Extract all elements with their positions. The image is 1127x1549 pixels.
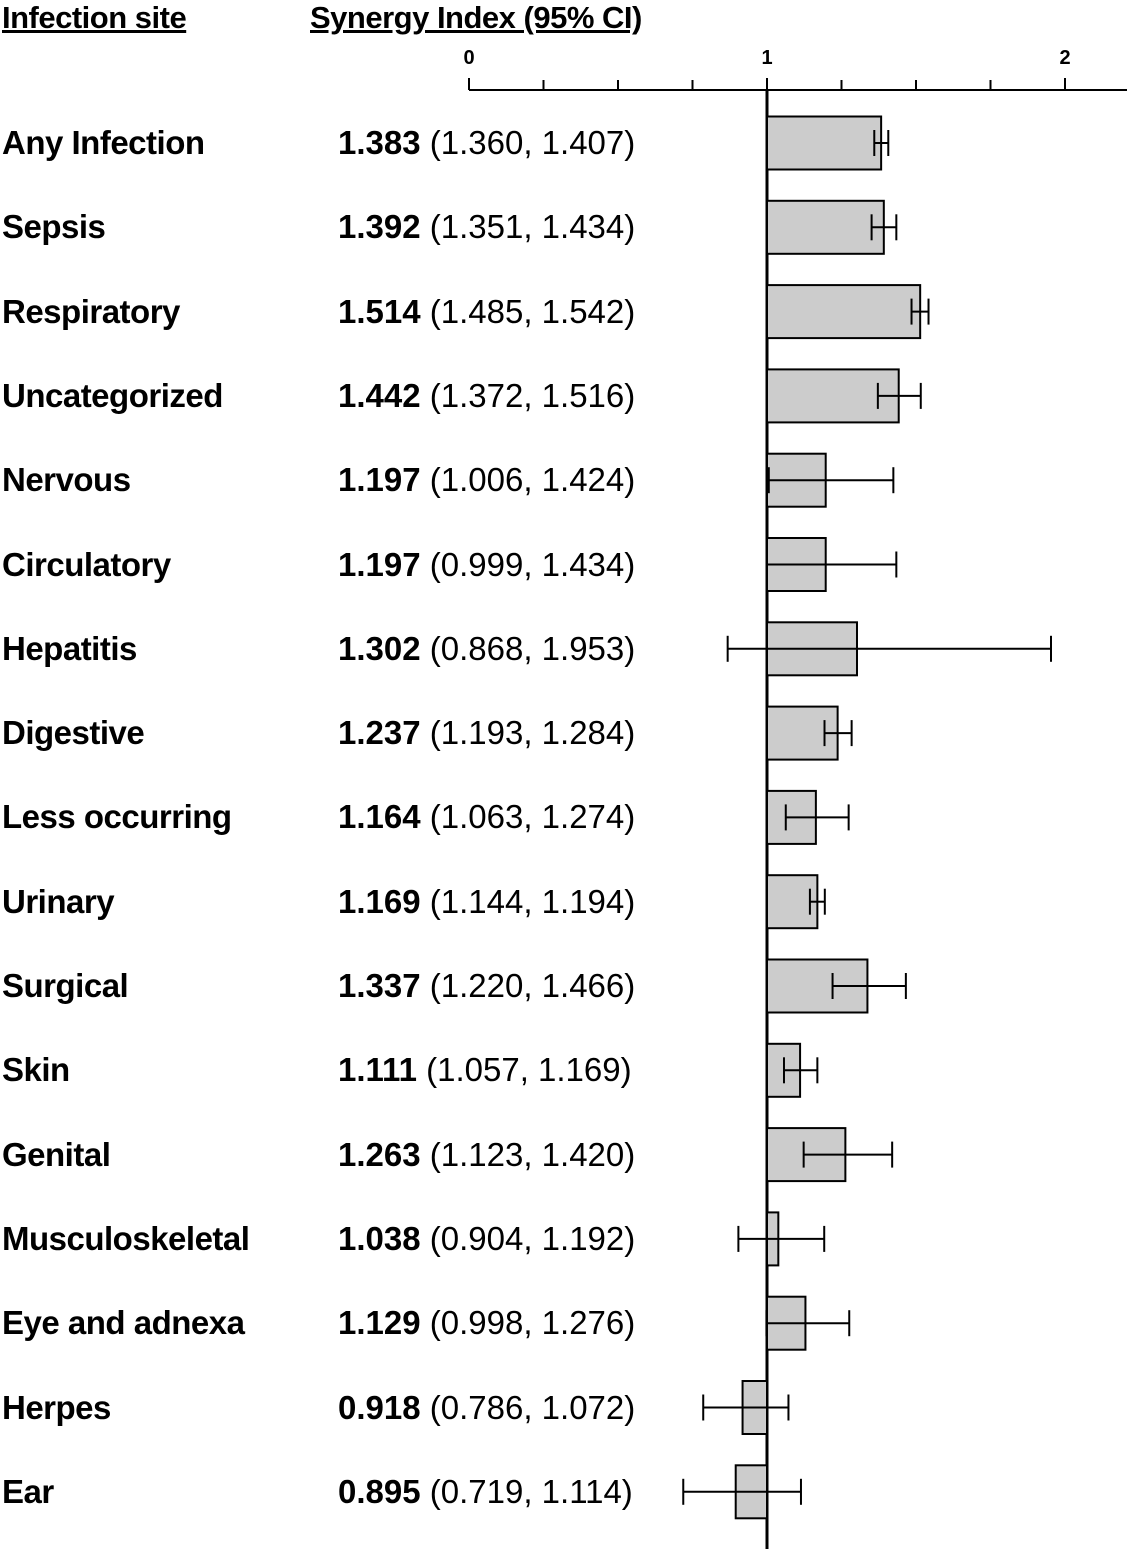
point-estimate: 1.337 (338, 967, 421, 1004)
confidence-interval: (1.360, 1.407) (420, 124, 636, 161)
infection-site-label: Sepsis (2, 208, 106, 246)
table-row: Nervous 1.197 (1.006, 1.424) (0, 460, 700, 500)
table-row: Uncategorized 1.442 (1.372, 1.516) (0, 376, 700, 416)
table-row: Skin 1.111 (1.057, 1.169) (0, 1050, 700, 1090)
synergy-index-value: 1.337 (1.220, 1.466) (338, 966, 635, 1006)
synergy-index-value: 1.038 (0.904, 1.192) (338, 1219, 635, 1259)
table-row: Circulatory 1.197 (0.999, 1.434) (0, 545, 700, 585)
infection-site-label: Ear (2, 1472, 54, 1510)
table-row: Any Infection 1.383 (1.360, 1.407) (0, 123, 700, 163)
infection-site-label: Nervous (2, 461, 131, 499)
table-rows: Any Infection 1.383 (1.360, 1.407) Sepsis 1… (0, 123, 700, 1512)
synergy-index-value: 1.197 (1.006, 1.424) (338, 460, 635, 500)
confidence-interval: (1.057, 1.169) (416, 1051, 632, 1089)
infection-site-label: Genital (2, 1135, 111, 1173)
confidence-interval: (1.372, 1.516) (420, 376, 636, 414)
bar (766, 115, 883, 171)
synergy-index-value: 1.129 (0.998, 1.276) (338, 1303, 635, 1343)
bar (766, 874, 819, 930)
confidence-interval: (1.006, 1.424) (420, 461, 636, 499)
synergy-index-value: 1.302 (0.868, 1.953) (338, 629, 635, 669)
point-estimate: 1.514 (338, 292, 421, 330)
point-estimate: 1.392 (338, 208, 421, 246)
infection-site-label: Hepatitis (2, 629, 137, 667)
confidence-interval: (0.904, 1.192) (420, 1219, 636, 1257)
infection-site-label: Any Infection (2, 124, 205, 161)
table-row: Genital 1.263 (1.123, 1.420) (0, 1135, 700, 1175)
synergy-index-value: 1.169 (1.144, 1.194) (338, 882, 635, 922)
table-row: Sepsis 1.392 (1.351, 1.434) (0, 207, 700, 247)
point-estimate: 1.164 (338, 798, 421, 836)
confidence-interval: (0.868, 1.953) (420, 629, 636, 667)
synergy-index-value: 1.164 (1.063, 1.274) (338, 797, 635, 837)
point-estimate: 1.197 (338, 461, 421, 499)
synergy-index-value: 1.237 (1.193, 1.284) (338, 713, 635, 753)
point-estimate: 1.169 (338, 882, 421, 920)
synergy-index-value: 1.263 (1.123, 1.420) (338, 1135, 635, 1175)
table-row: Urinary 1.169 (1.144, 1.194) (0, 882, 700, 922)
point-estimate: 0.918 (338, 1388, 421, 1426)
infection-site-label: Musculoskeletal (2, 1219, 250, 1257)
table-row: Musculoskeletal 1.038 (0.904, 1.192) (0, 1219, 700, 1259)
point-estimate: 1.237 (338, 714, 421, 752)
point-estimate: 1.263 (338, 1135, 421, 1173)
synergy-index-value: 0.895 (0.719, 1.114) (338, 1472, 633, 1512)
infection-site-label: Skin (2, 1051, 70, 1089)
synergy-index-value: 1.197 (0.999, 1.434) (338, 545, 635, 585)
point-estimate: 1.302 (338, 629, 421, 667)
bar (766, 199, 885, 255)
confidence-interval: (0.719, 1.114) (420, 1472, 633, 1510)
infection-site-label: Surgical (2, 967, 129, 1004)
confidence-interval: (1.063, 1.274) (420, 798, 636, 836)
table-row: Surgical 1.337 (1.220, 1.466) (0, 966, 700, 1006)
synergy-index-value: 0.918 (0.786, 1.072) (338, 1388, 635, 1428)
table-row: Herpes 0.918 (0.786, 1.072) (0, 1388, 700, 1428)
infection-site-label: Circulatory (2, 545, 171, 583)
confidence-interval: (0.786, 1.072) (420, 1388, 636, 1426)
point-estimate: 1.442 (338, 376, 421, 414)
table-row: Hepatitis 1.302 (0.868, 1.953) (0, 629, 700, 669)
point-estimate: 1.129 (338, 1304, 421, 1342)
bar (766, 284, 922, 340)
synergy-index-value: 1.442 (1.372, 1.516) (338, 376, 635, 416)
x-axis-tick-label: 1 (761, 47, 772, 69)
confidence-interval: (0.999, 1.434) (420, 545, 636, 583)
infection-site-label: Uncategorized (2, 376, 223, 414)
x-axis-tick-label: 0 (463, 47, 474, 69)
x-axis-tick-label: 2 (1059, 47, 1070, 69)
infection-site-label: Respiratory (2, 292, 180, 330)
infection-site-label: Digestive (2, 714, 145, 752)
table-row: Digestive 1.237 (1.193, 1.284) (0, 713, 700, 753)
point-estimate: 1.383 (338, 124, 421, 161)
confidence-interval: (1.220, 1.466) (420, 967, 636, 1004)
infection-site-header: Infection site (2, 0, 187, 35)
infection-site-label: Herpes (2, 1388, 111, 1426)
synergy-index-value: 1.514 (1.485, 1.542) (338, 292, 635, 332)
bar (766, 368, 900, 424)
point-estimate: 1.197 (338, 545, 421, 583)
point-estimate: 1.111 (338, 1051, 417, 1089)
confidence-interval: (1.144, 1.194) (420, 882, 636, 920)
confidence-interval: (1.351, 1.434) (420, 208, 636, 246)
confidence-interval: (0.998, 1.276) (420, 1304, 636, 1342)
confidence-interval: (1.123, 1.420) (420, 1135, 636, 1173)
synergy-index-value: 1.383 (1.360, 1.407) (338, 123, 635, 163)
table-row: Respiratory 1.514 (1.485, 1.542) (0, 292, 700, 332)
confidence-interval: (1.485, 1.542) (420, 292, 636, 330)
synergy-index-value: 1.111 (1.057, 1.169) (338, 1050, 632, 1090)
infection-site-label: Eye and adnexa (2, 1304, 245, 1342)
confidence-interval: (1.193, 1.284) (420, 714, 636, 752)
table-row: Eye and adnexa 1.129 (0.998, 1.276) (0, 1303, 700, 1343)
point-estimate: 0.895 (338, 1472, 421, 1510)
synergy-index-header: Synergy Index (95% CI) (310, 0, 642, 35)
point-estimate: 1.038 (338, 1219, 421, 1257)
infection-site-label: Urinary (2, 882, 115, 920)
infection-site-label: Less occurring (2, 798, 232, 836)
table-row: Ear 0.895 (0.719, 1.114) (0, 1472, 700, 1512)
synergy-index-value: 1.392 (1.351, 1.434) (338, 207, 635, 247)
table-row: Less occurring 1.164 (1.063, 1.274) (0, 797, 700, 837)
